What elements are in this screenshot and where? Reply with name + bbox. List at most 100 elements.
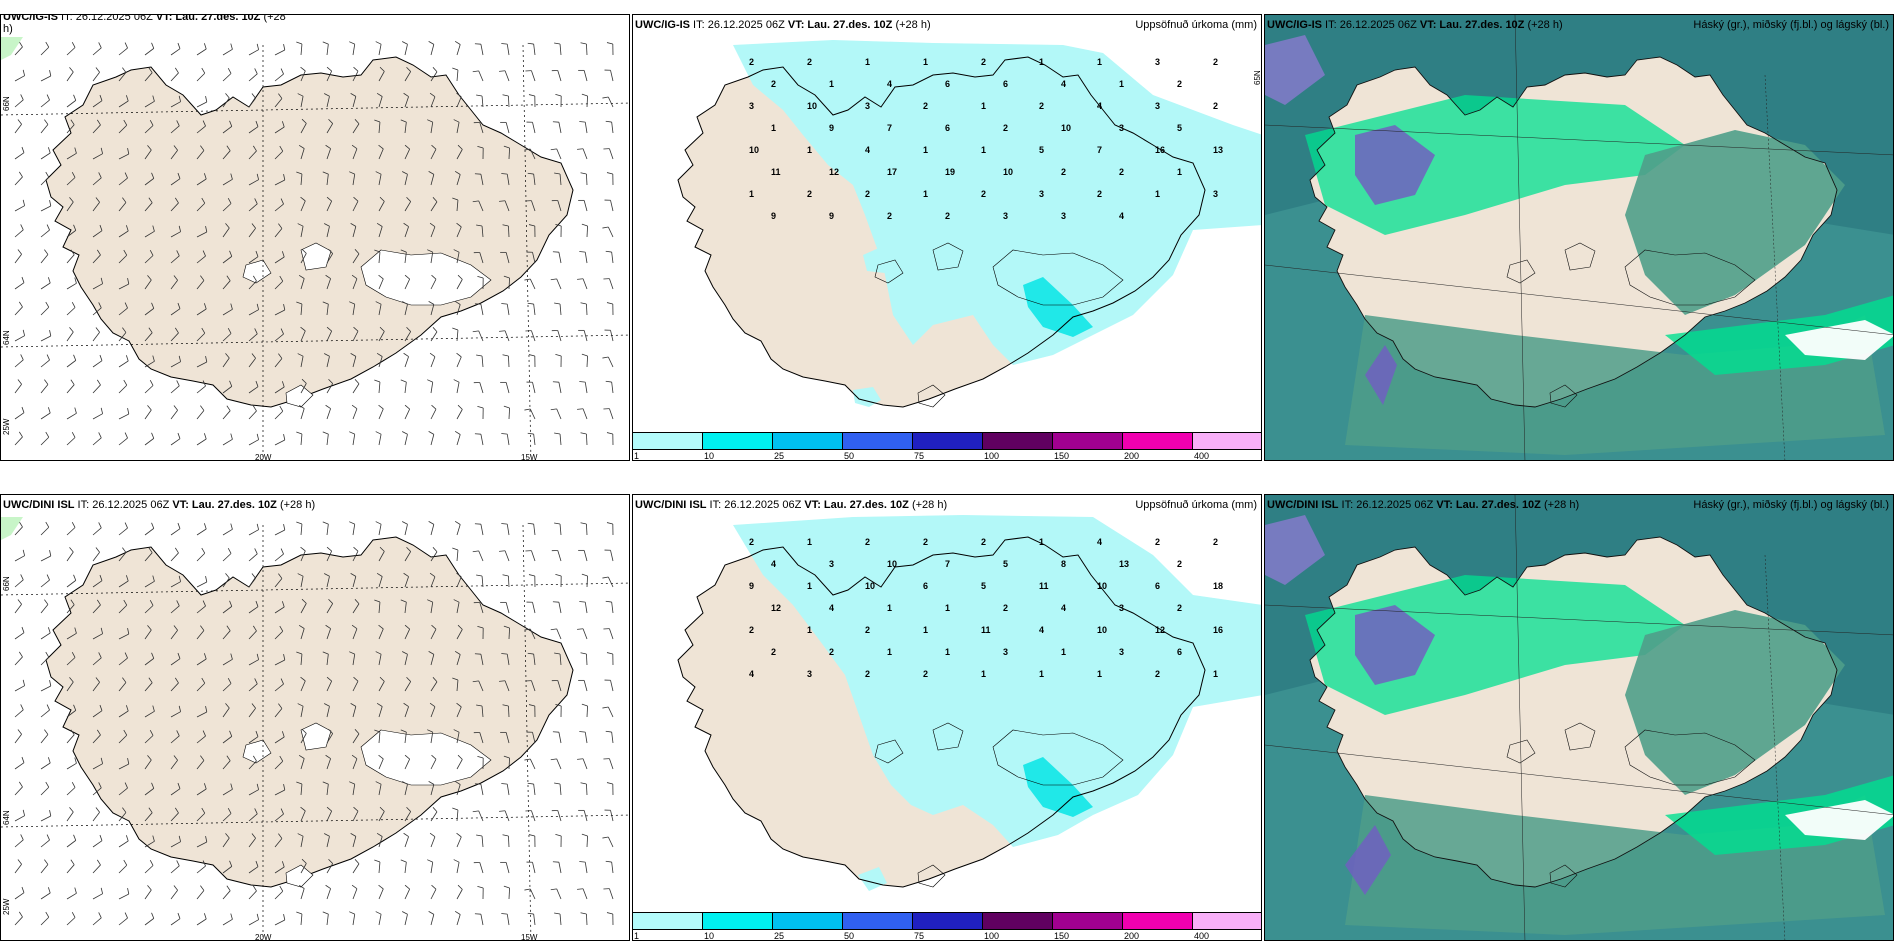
legend-swatch [913,433,983,449]
legend-swatch [773,433,843,449]
precip-value: 9 [829,211,834,221]
precip-value: 2 [865,189,870,199]
precip-value: 13 [1119,559,1129,569]
lon-label-20w: 20W [255,453,272,461]
legend-label: 400 [1194,451,1210,461]
precip-value: 9 [771,211,776,221]
precip-value: 2 [923,669,928,679]
precip-value: 12 [771,603,781,613]
precip-value: 4 [1061,603,1066,613]
legend-swatch [1053,913,1123,929]
precip-value: 2 [749,537,754,547]
legend-label: 75 [914,451,925,461]
precip-value: 10 [1061,123,1071,133]
legend-swatch [843,913,913,929]
panel-subtitle: Uppsöfnuð úrkoma (mm) [1135,19,1257,31]
precip-value: 6 [945,79,950,89]
panel-title: UWC/DINI ISL IT: 26.12.2025 06Z VT: Lau.… [3,499,316,511]
panel-subtitle: Uppsöfnuð úrkoma (mm) [1135,499,1257,511]
lat-label-64n: 64N [2,330,11,345]
precip-value: 3 [1119,647,1124,657]
legend-label: 150 [1054,931,1070,941]
precip-value: 1 [807,581,812,591]
legend-bar [633,912,1261,930]
wind-barb-map [1,15,629,460]
precip-value: 2 [1177,79,1182,89]
precip-value: 1 [981,145,986,155]
legend-swatch [1123,433,1193,449]
precip-value: 5 [1039,145,1044,155]
precip-value: 1 [923,145,928,155]
precip-value: 7 [1097,145,1102,155]
legend-label: 50 [844,931,855,941]
precip-value: 10 [1097,581,1107,591]
precip-value: 1 [807,145,812,155]
panel-title: UWC/DINI ISL IT: 26.12.2025 06Z VT: Lau.… [635,499,948,511]
precip-value: 3 [1061,211,1066,221]
precip-value: 2 [1039,101,1044,111]
precip-value: 3 [1039,189,1044,199]
legend-label: 1 [634,451,640,461]
legend-label: 1 [634,931,640,941]
precip-value: 16 [1213,625,1223,635]
precip-value: 1 [923,57,928,67]
legend-swatch [703,913,773,929]
legend-label: 100 [984,931,1000,941]
precip-value: 7 [887,123,892,133]
legend-label: 10 [704,931,715,941]
precip-value: 2 [865,537,870,547]
precip-value: 3 [1003,647,1008,657]
precip-value: 3 [1119,123,1124,133]
precip-map-panel-bottom: UWC/DINI ISL IT: 26.12.2025 06Z VT: Lau.… [632,494,1262,941]
legend-swatch [633,913,703,929]
precip-value: 1 [945,647,950,657]
precip-value: 4 [829,603,834,613]
precip-value: 9 [749,581,754,591]
lon-label-15w: 15W [521,933,538,941]
legend-label: 75 [914,931,925,941]
precip-value: 1 [1155,189,1160,199]
precip-value: 3 [1213,189,1218,199]
legend-bar [633,432,1261,450]
legend-swatch [703,433,773,449]
precip-value: 11 [1039,581,1049,591]
legend-swatch [1193,913,1261,929]
precip-value: 1 [749,189,754,199]
precip-value: 10 [865,581,875,591]
precip-value: 1 [1177,167,1182,177]
lat-label-64n: 64N [2,810,11,825]
precip-value: 2 [887,211,892,221]
precip-value: 3 [1003,211,1008,221]
precip-value: 1 [1119,79,1124,89]
cloud-map-panel-bottom: UWC/DINI ISL IT: 26.12.2025 06Z VT: Lau.… [1264,494,1894,941]
precip-value: 2 [807,57,812,67]
precip-value: 5 [1003,559,1008,569]
precip-value: 12 [829,167,839,177]
precip-value: 2 [1213,101,1218,111]
wind-map-panel-bottom: UWC/DINI ISL IT: 26.12.2025 06Z VT: Lau.… [0,494,630,941]
precip-value: 9 [829,123,834,133]
wind-barb-map [1,495,629,940]
precip-value: 2 [981,57,986,67]
precip-value: 2 [1177,603,1182,613]
precip-value: 2 [771,647,776,657]
precip-value: 5 [981,581,986,591]
precip-value: 3 [829,559,834,569]
precip-value: 2 [865,669,870,679]
legend-label: 10 [704,451,715,461]
precip-value: 11 [981,625,991,635]
precip-value: 2 [771,79,776,89]
precip-value: 19 [945,167,955,177]
legend-label: 200 [1124,451,1140,461]
precip-legend: 1 10 25 50 75 100 150 200 400 [633,432,1261,461]
panel-title: UWC/IG-IS IT: 26.12.2025 06Z VT: Lau. 27… [635,19,931,31]
precip-value: 3 [1155,101,1160,111]
precip-value: 4 [887,79,892,89]
precip-value: 2 [1213,57,1218,67]
precip-value: 3 [865,101,870,111]
precip-map: 2 2 1 1 2 1 1 3 22 1 4 6 6 4 1 23 10 3 2 1 2 4 3 21 9 7 6 2 10 3 510 1 4… [633,15,1261,460]
precip-value: 3 [749,101,754,111]
legend-label: 200 [1124,931,1140,941]
legend-swatch [633,433,703,449]
precip-value: 2 [1155,669,1160,679]
